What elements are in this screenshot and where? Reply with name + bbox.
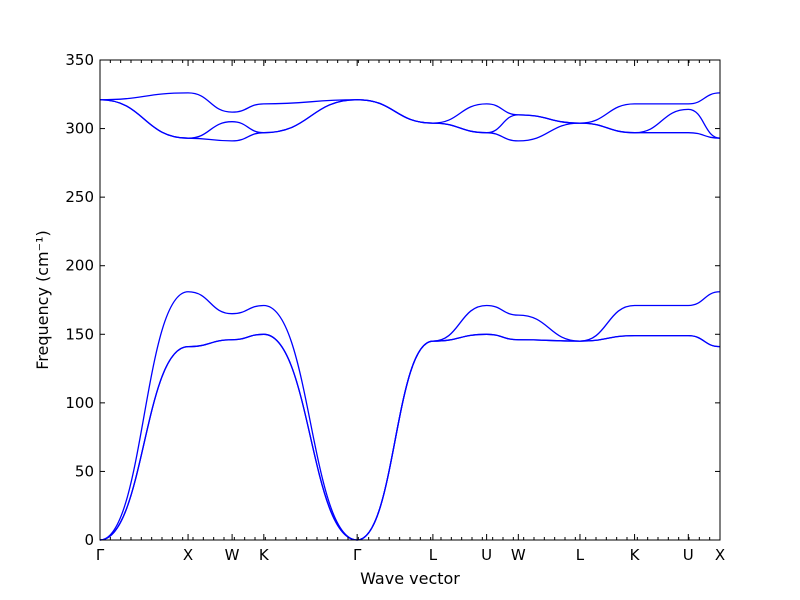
x-tick-label: X <box>715 546 725 564</box>
x-tick-label: K <box>630 546 641 564</box>
y-tick-label: 200 <box>65 257 94 275</box>
band-line-4 <box>99 99 721 142</box>
band-line-3 <box>99 291 721 541</box>
y-tick-label: 350 <box>65 51 94 69</box>
y-tick-label: 250 <box>65 188 94 206</box>
axis-ticks <box>99 59 721 541</box>
x-tick-label: U <box>683 546 694 564</box>
band-line-2 <box>99 333 721 541</box>
band-line-1 <box>99 333 721 541</box>
x-tick-label: X <box>183 546 193 564</box>
y-axis-label: Frequency (cm⁻¹) <box>33 230 52 369</box>
y-tick-label: 300 <box>65 120 94 138</box>
y-tick-labels: 0 50 100 150 200 250 300 350 <box>65 51 94 549</box>
x-tick-label: W <box>511 546 526 564</box>
y-tick-label: 50 <box>75 462 94 480</box>
x-tick-label: W <box>225 546 240 564</box>
x-tick-label: Γ <box>96 546 105 564</box>
y-tick-label: 100 <box>65 394 94 412</box>
x-tick-label: U <box>481 546 492 564</box>
y-tick-label: 150 <box>65 325 94 343</box>
y-tick-label: 0 <box>84 531 94 549</box>
band-line-6 <box>99 92 721 124</box>
x-axis-label: Wave vector <box>360 569 460 588</box>
x-tick-label: Γ <box>353 546 362 564</box>
x-tick-label: K <box>259 546 270 564</box>
x-tick-label: L <box>429 546 438 564</box>
x-tick-label: L <box>576 546 585 564</box>
band-lines <box>99 92 721 541</box>
